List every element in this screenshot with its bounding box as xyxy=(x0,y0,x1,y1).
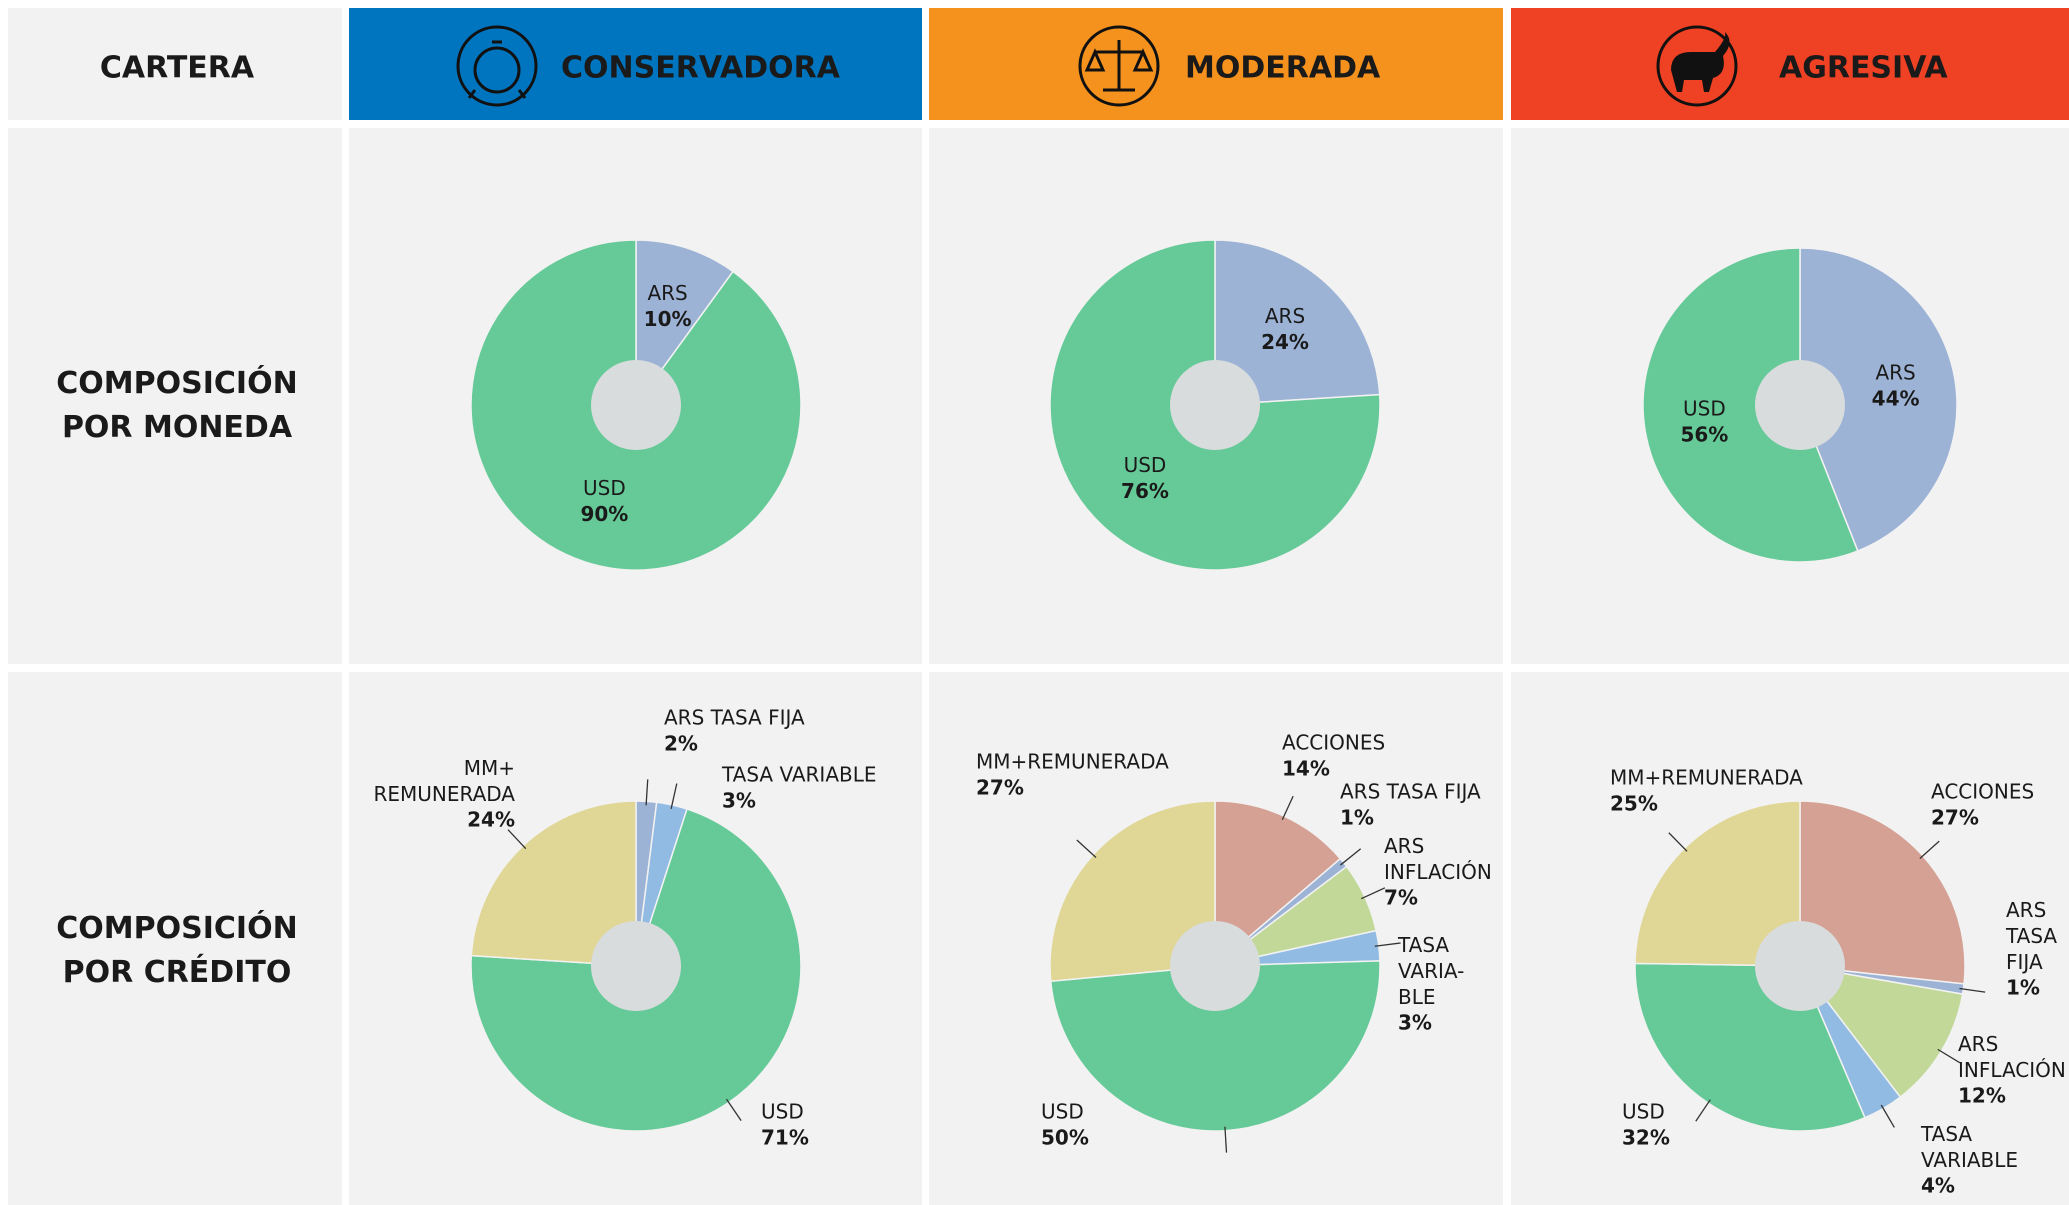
slice-value: 32% xyxy=(1622,1126,1670,1150)
leader-line xyxy=(1668,832,1688,852)
slice-value: 56% xyxy=(1680,423,1728,447)
leader-line xyxy=(1880,1104,1895,1128)
slice-label: TASA VARIABLE xyxy=(1920,1122,2018,1172)
slice-value: 7% xyxy=(1384,886,1418,910)
icon xyxy=(473,46,521,94)
leader-line xyxy=(725,1098,742,1122)
slice-label: USD xyxy=(761,1100,804,1124)
leader-line xyxy=(1224,1126,1228,1153)
row-label-cell xyxy=(8,128,342,664)
icon xyxy=(456,25,538,107)
slice-value: 4% xyxy=(1921,1174,1955,1198)
pie-slice xyxy=(1049,239,1381,571)
leader-line xyxy=(507,829,527,850)
slice-label: ACCIONES xyxy=(1282,731,1385,755)
slice-label: ARS TASA FIJA xyxy=(1340,780,1481,804)
leader-line xyxy=(1076,839,1097,859)
slice-label: ARS xyxy=(1265,304,1305,328)
slice-value: 27% xyxy=(1931,806,1979,830)
leader-line xyxy=(1937,1048,1961,1064)
row-label: COMPOSICIÓN POR MONEDA xyxy=(56,364,297,445)
column-title: MODERADA xyxy=(1185,51,1381,86)
slice-label: ARS INFLACIÓN xyxy=(1958,1032,2066,1082)
pie-hole xyxy=(1755,360,1845,450)
slice-value: 14% xyxy=(1282,757,1330,781)
leader-line xyxy=(1374,942,1401,947)
pie-hole xyxy=(1755,921,1845,1011)
slice-label: USD xyxy=(1124,453,1167,477)
slice-label: ACCIONES xyxy=(1931,780,2034,804)
pie-hole xyxy=(591,360,681,450)
slice-label: MM+REMUNERADA xyxy=(976,750,1169,774)
pie-hole xyxy=(1170,360,1260,450)
slice-label: MM+REMUNERADA xyxy=(1610,766,1803,790)
pie-slice xyxy=(635,239,735,408)
pie-slice xyxy=(1214,239,1381,406)
leader-line xyxy=(1281,795,1294,821)
slice-label: USD xyxy=(583,476,626,500)
leader-line xyxy=(645,779,649,806)
corner-cell xyxy=(8,8,342,120)
column-title: AGRESIVA xyxy=(1779,51,1948,86)
slice-label: USD xyxy=(1683,397,1726,421)
slice-label: MM+REMUNERADA xyxy=(373,756,515,806)
icon xyxy=(1656,25,1738,107)
slice-value: 44% xyxy=(1872,386,1920,410)
slice-value: 10% xyxy=(644,307,692,331)
slice-value: 27% xyxy=(976,776,1024,800)
slice-label: USD xyxy=(1041,1100,1084,1124)
slice-label: ARS TASA FIJA xyxy=(664,706,805,730)
slice-label: TASA VARIA-BLE xyxy=(1397,933,1464,1009)
slice-label: ARS INFLACIÓN xyxy=(1384,834,1492,884)
icon xyxy=(467,40,527,99)
leader-line xyxy=(1695,1099,1711,1122)
slice-label: ARS xyxy=(647,281,687,305)
pie-hole xyxy=(591,921,681,1011)
column-title: CONSERVADORA xyxy=(561,51,841,86)
row-label: COMPOSICIÓN POR CRÉDITO xyxy=(56,909,297,990)
corner-label: CARTERA xyxy=(100,51,255,86)
slice-value: 1% xyxy=(1340,806,1374,830)
pie-slice xyxy=(1799,247,1958,552)
slice-label: ARS TASA FIJA xyxy=(2005,898,2057,974)
icon xyxy=(1078,25,1160,107)
slice-label: USD xyxy=(1622,1100,1665,1124)
leader-line xyxy=(1360,887,1386,900)
leader-line xyxy=(670,783,678,810)
slice-value: 12% xyxy=(1958,1084,2006,1108)
slice-value: 24% xyxy=(1261,330,1309,354)
slice-value: 90% xyxy=(580,502,628,526)
column-header xyxy=(349,8,922,120)
leader-line xyxy=(1919,840,1940,860)
row-label-cell xyxy=(8,672,342,1205)
slice-value: 3% xyxy=(1398,1011,1432,1035)
slice-label: ARS xyxy=(1875,360,1915,384)
leader-line xyxy=(1340,848,1362,866)
slice-value: 76% xyxy=(1121,479,1169,503)
slice-value: 71% xyxy=(761,1126,809,1150)
icon xyxy=(1671,32,1730,92)
slice-value: 50% xyxy=(1041,1126,1089,1150)
leader-line xyxy=(1959,987,1986,993)
pie-hole xyxy=(1170,921,1260,1011)
slice-value: 3% xyxy=(722,789,756,813)
column-header xyxy=(929,8,1503,120)
icon xyxy=(1084,40,1154,92)
slice-value: 1% xyxy=(2006,976,2040,1000)
slice-value: 25% xyxy=(1610,792,1658,816)
slice-label: TASA VARIABLE xyxy=(721,763,877,787)
column-header xyxy=(1511,8,2069,120)
pie-slice xyxy=(1642,247,1859,563)
slice-value: 2% xyxy=(664,732,698,756)
slice-value: 24% xyxy=(467,808,515,832)
